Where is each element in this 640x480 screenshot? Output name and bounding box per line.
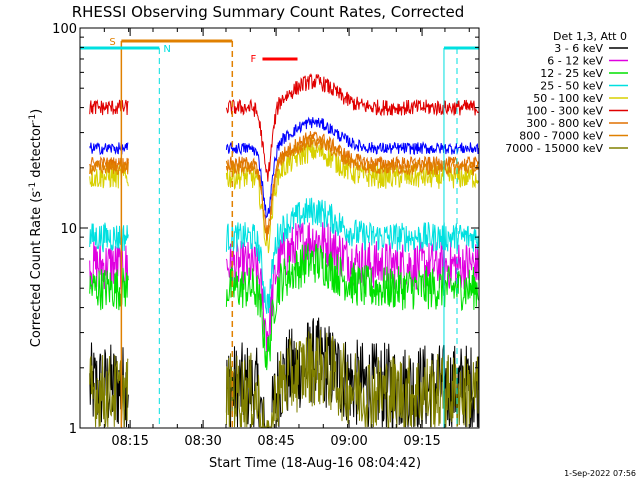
x-tick-label: 09:15	[403, 434, 440, 449]
y-label-suffix: )	[29, 109, 44, 114]
count-rate-chart: RHESSI Observing Summary Count Rates, Co…	[0, 0, 640, 480]
legend-label-5: 100 - 300 keV	[526, 105, 603, 118]
x-tick-label: 09:00	[330, 434, 367, 449]
y-tick-label: 100	[52, 22, 77, 37]
y-label-sup2: -1	[28, 114, 38, 123]
night-label: N	[163, 44, 170, 55]
y-label-sup1: -1	[28, 182, 38, 191]
timestamp: 1-Sep-2022 07:56	[564, 469, 636, 478]
y-tick-label: 10	[60, 222, 77, 237]
y-axis-label: Corrected Count Rate (s-1 detector-1)	[28, 109, 44, 347]
flare-label: F	[250, 54, 256, 65]
legend-label-4: 50 - 100 keV	[533, 92, 603, 105]
y-label-mid: detector	[29, 122, 44, 182]
legend-label-6: 300 - 800 keV	[526, 117, 603, 130]
x-tick-label: 08:30	[184, 434, 221, 449]
legend-label-8: 7000 - 15000 keV	[505, 142, 603, 155]
legend-label-3: 25 - 50 keV	[540, 80, 603, 93]
y-tick-label: 1	[69, 422, 77, 437]
legend-label-0: 3 - 6 keV	[554, 42, 603, 55]
x-tick-label: 08:15	[111, 434, 148, 449]
legend-label-7: 800 - 7000 keV	[519, 130, 603, 143]
x-tick-label: 08:45	[257, 434, 294, 449]
x-axis-label: Start Time (18-Aug-16 08:04:42)	[209, 456, 421, 471]
legend-label-1: 6 - 12 keV	[547, 55, 603, 68]
saa-label: S	[109, 37, 115, 48]
chart-title: RHESSI Observing Summary Count Rates, Co…	[72, 3, 465, 21]
y-label-prefix: Corrected Count Rate (s	[29, 191, 44, 348]
legend-label-2: 12 - 25 keV	[540, 67, 603, 80]
